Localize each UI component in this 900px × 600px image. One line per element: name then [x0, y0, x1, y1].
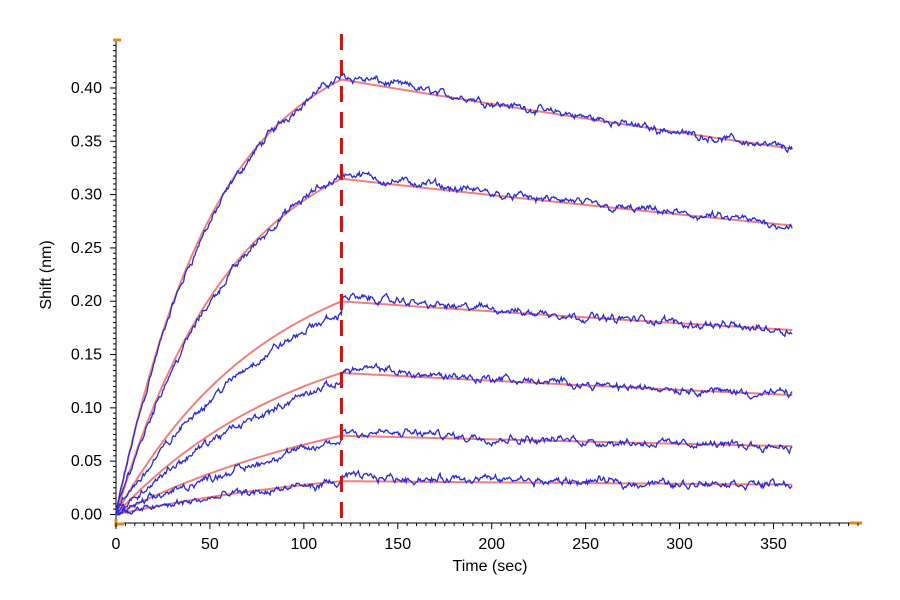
x-tick-label: 50: [201, 536, 219, 553]
measured-curve: [115, 292, 793, 514]
y-tick-label: 0.20: [71, 293, 102, 310]
measured-curves: [115, 71, 793, 516]
y-tick-label: 0.00: [71, 506, 102, 523]
measured-curve: [115, 71, 793, 515]
fit-curve: [115, 78, 793, 515]
x-tick-label: 350: [760, 536, 787, 553]
x-tick-label: 150: [384, 536, 411, 553]
measured-curve: [115, 169, 793, 514]
y-tick-label: 0.35: [71, 133, 102, 150]
y-tick-label: 0.40: [71, 80, 102, 97]
y-tick-label: 0.05: [71, 453, 102, 470]
x-tick-label: 300: [666, 536, 693, 553]
y-tick-label: 0.30: [71, 187, 102, 204]
x-tick-label: 100: [290, 536, 317, 553]
fit-curve: [115, 480, 793, 516]
fit-curve: [115, 177, 793, 515]
y-tick-label: 0.25: [71, 240, 102, 257]
fit-curves: [115, 78, 793, 516]
measured-curve: [115, 362, 793, 514]
y-tick-label: 0.15: [71, 347, 102, 364]
y-tick-label: 0.10: [71, 400, 102, 417]
measured-curve: [115, 469, 793, 516]
measured-curve: [115, 428, 793, 516]
fit-curve: [115, 371, 793, 516]
axes: [110, 38, 862, 529]
x-tick-label: 0: [112, 536, 121, 553]
tick-labels: 0.00 0.05 0.10 0.15 0.20 0.25 0.30 0.35 0.40 0 50 1…: [71, 80, 787, 553]
x-tick-label: 250: [572, 536, 599, 553]
x-axis-title: Time (sec): [453, 558, 528, 575]
y-axis-title: Shift (nm): [38, 240, 55, 309]
x-tick-label: 200: [478, 536, 505, 553]
